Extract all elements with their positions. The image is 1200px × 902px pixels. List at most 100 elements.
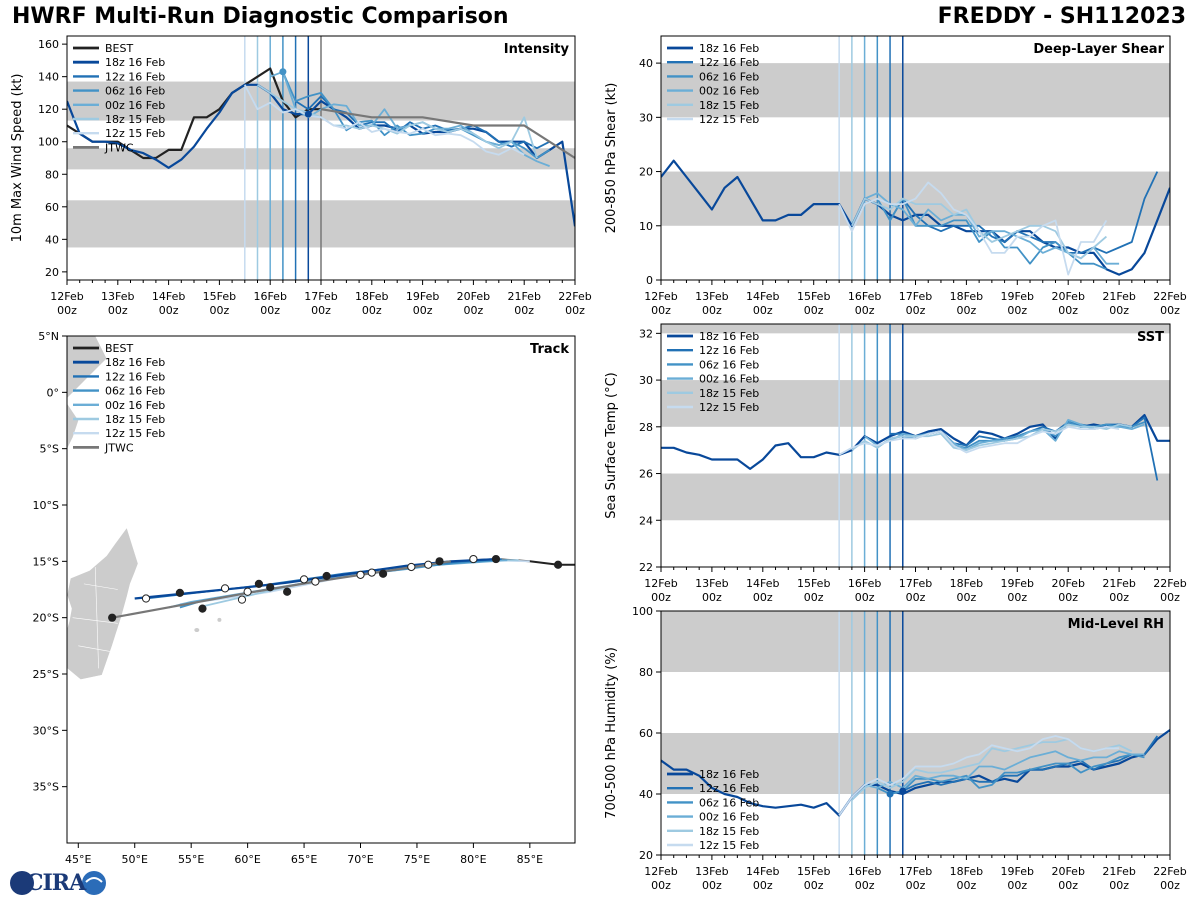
africa-coast-south <box>67 403 79 449</box>
sst-legend-label: 06z 16 Feb <box>699 358 759 371</box>
track-ytick-label: 10°S <box>33 499 59 512</box>
africa-coast <box>67 336 107 398</box>
sst-xtick-label: 00z <box>957 591 977 604</box>
intensity-point-marker <box>279 68 287 76</box>
rh-legend-label: 12z 16 Feb <box>699 782 759 795</box>
track-point-marker <box>243 587 252 596</box>
sst-xtick-label: 12Feb <box>644 577 677 590</box>
intensity-ytick-label: 100 <box>38 136 59 149</box>
intensity-xtick-label: 22Feb <box>558 290 591 303</box>
intensity-ytick-label: 160 <box>38 38 59 51</box>
track-point-marker <box>435 557 444 566</box>
rh-point-marker <box>886 790 894 798</box>
rh-series-12z-15-feb <box>838 735 1120 816</box>
track-point-marker <box>220 584 230 593</box>
intensity-xtick-label: 16Feb <box>253 290 286 303</box>
track-frame <box>66 335 576 844</box>
shear-xtick-label: 00z <box>1109 304 1129 317</box>
rh-legend-label: 18z 16 Feb <box>699 768 759 781</box>
intensity-xtick-label: 00z <box>108 304 128 317</box>
sst-xtick-label: 16Feb <box>848 577 881 590</box>
intensity-ytick-label: 40 <box>45 233 59 246</box>
intensity-xtick-label: 13Feb <box>101 290 134 303</box>
track-ytick-label: 15°S <box>33 555 59 568</box>
rh-xtick-label: 00z <box>753 879 773 892</box>
track-ytick-label: 35°S <box>33 781 59 794</box>
track-point-marker <box>491 554 501 564</box>
intensity-ytick-label: 80 <box>45 168 59 181</box>
rh-xtick-label: 15Feb <box>797 865 830 878</box>
track-point-marker <box>322 571 331 581</box>
rh-ytick-label: 40 <box>639 788 653 801</box>
madagascar-landmass <box>67 526 139 680</box>
panel-track: 45°E 50°E 55°E 60°E 65°E 70°E 75°E 80°E 85°E 5°N 0… <box>33 330 576 866</box>
shear-xtick-label: 00z <box>651 304 671 317</box>
cira-logo-graphic <box>10 871 106 895</box>
track-legend-label: 12z 15 Feb <box>105 427 165 440</box>
track-legend-label: 18z 16 Feb <box>105 356 165 369</box>
intensity-legend-label: 12z 15 Feb <box>105 127 165 140</box>
sst-xtick-label: 14Feb <box>746 577 779 590</box>
province-border-3 <box>94 566 99 669</box>
track-point-marker <box>254 579 264 588</box>
intensity-xtick-label: 19Feb <box>406 290 439 303</box>
intensity-point-marker <box>304 110 312 118</box>
sst-xtick-label: 00z <box>651 591 671 604</box>
intensity-ytick-label: 140 <box>38 71 59 84</box>
shear-xtick-label: 20Feb <box>1051 290 1084 303</box>
intensity-xtick-label: 12Feb <box>50 290 83 303</box>
rh-band-1 <box>661 611 1170 672</box>
rh-xtick-label: 22Feb <box>1153 865 1186 878</box>
shear-xtick-label: 12Feb <box>644 290 677 303</box>
track-legend-label: 06z 16 Feb <box>105 385 165 398</box>
rh-ytick-label: 60 <box>639 727 653 740</box>
shear-plot-area <box>661 36 1170 280</box>
rh-point-marker <box>899 787 907 795</box>
sst-ytick-label: 30 <box>639 374 653 387</box>
track-point-marker <box>175 588 184 597</box>
rh-series-00z-16-feb <box>864 750 1145 789</box>
track-point-marker <box>553 560 563 569</box>
intensity-xtick-label: 00z <box>362 304 382 317</box>
shear-legend-label: 18z 16 Feb <box>699 42 759 55</box>
intensity-title: Intensity <box>504 42 570 57</box>
intensity-series-18z-15-feb <box>257 84 538 159</box>
rh-xtick-label: 14Feb <box>746 865 779 878</box>
sst-legend-label: 18z 15 Feb <box>699 387 759 400</box>
sst-xtick-label: 17Feb <box>899 577 932 590</box>
track-point-marker <box>311 577 320 586</box>
mauritius-island <box>217 617 222 622</box>
track-point-marker <box>407 562 416 572</box>
intensity-legend-label: 18z 15 Feb <box>105 113 165 126</box>
rh-legend-label: 12z 15 Feb <box>699 839 759 852</box>
sst-legend-label: 18z 16 Feb <box>699 330 759 343</box>
track-legend-label: BEST <box>105 342 133 355</box>
track-ytick-label: 30°S <box>33 724 59 737</box>
rh-xtick-label: 00z <box>906 879 926 892</box>
intensity-ylabel: 10m Max Wind Speed (kt) <box>10 74 25 243</box>
rh-legend-label: 00z 16 Feb <box>699 811 759 824</box>
sst-xtick-label: 22Feb <box>1153 577 1186 590</box>
intensity-xtick-label: 20Feb <box>457 290 490 303</box>
intensity-xtick-label: 14Feb <box>152 290 185 303</box>
intensity-xtick-label: 00z <box>210 304 230 317</box>
sst-xtick-label: 00z <box>906 591 926 604</box>
shear-xtick-label: 00z <box>702 304 722 317</box>
shear-xtick-label: 00z <box>1160 304 1180 317</box>
track-xtick-label: 80°E <box>460 853 486 866</box>
province-border-0 <box>83 583 118 590</box>
sst-legend-label: 12z 16 Feb <box>699 344 759 357</box>
shear-xtick-label: 00z <box>1058 304 1078 317</box>
intensity-xtick-label: 15Feb <box>203 290 236 303</box>
sst-xtick-label: 00z <box>1160 591 1180 604</box>
rh-series-06z-16-feb <box>876 753 1145 795</box>
sst-band-0 <box>661 473 1170 521</box>
shear-xtick-label: 15Feb <box>797 290 830 303</box>
shear-xtick-label: 16Feb <box>848 290 881 303</box>
rh-xtick-label: 00z <box>1058 879 1078 892</box>
sst-band-2 <box>661 324 1170 334</box>
track-point-marker <box>141 594 151 603</box>
sst-ytick-label: 26 <box>639 468 653 481</box>
intensity-xtick-label: 17Feb <box>304 290 337 303</box>
track-ytick-label: 5°N <box>38 330 59 343</box>
